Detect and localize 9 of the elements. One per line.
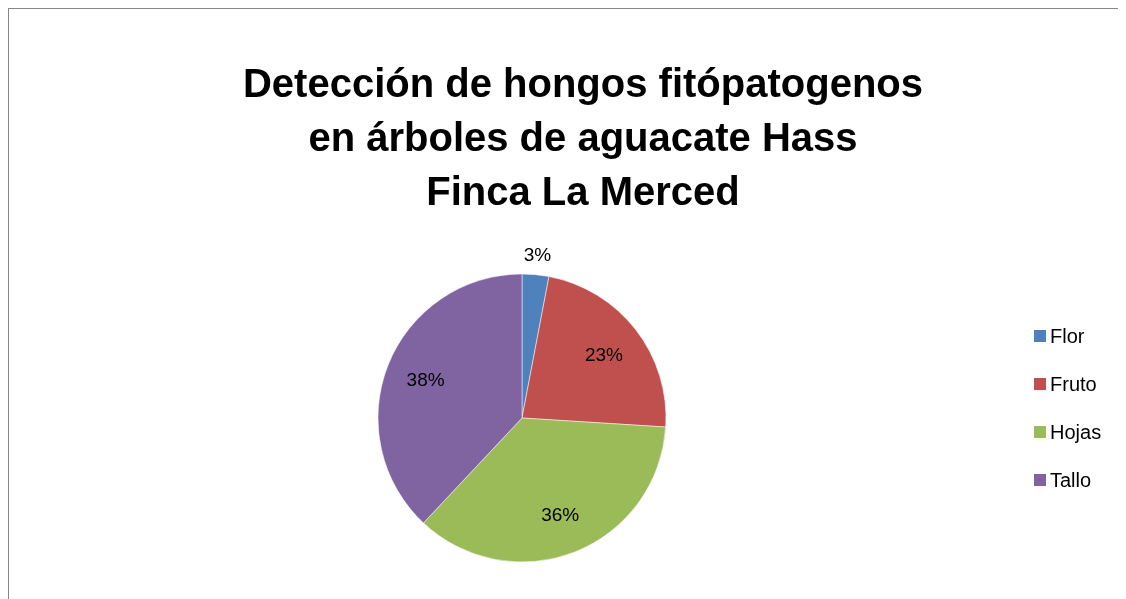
- legend-label: Tallo: [1050, 469, 1092, 491]
- legend-label: Fruto: [1050, 373, 1097, 395]
- chart-title: Detección de hongos fitópatogenos en árboles de aguacate Hass Finca La Merced: [242, 61, 924, 213]
- data-label: 38%: [406, 369, 445, 391]
- data-label: 36%: [541, 503, 580, 525]
- data-label: 23%: [584, 343, 624, 365]
- legend-label: Hojas: [1050, 421, 1102, 443]
- legend-label: Flor: [1050, 325, 1085, 347]
- data-label: 3%: [523, 244, 552, 266]
